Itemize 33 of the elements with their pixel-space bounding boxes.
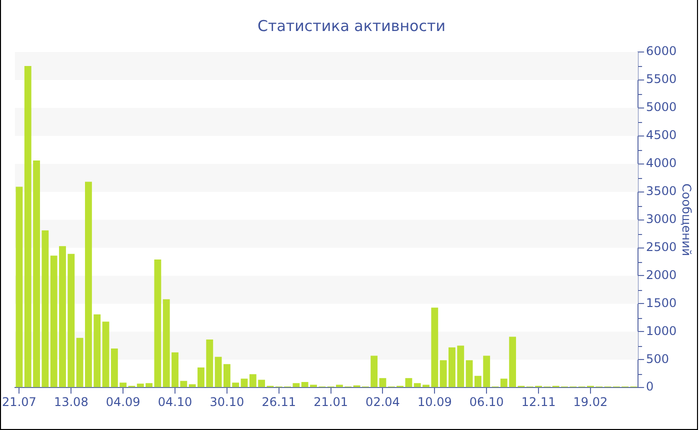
x-tick-label: 21.01 [314,394,348,409]
y-tick-label: 3000 [646,212,677,226]
x-tick-label: 06.10 [469,394,504,409]
y-tick-label: 500 [646,352,669,366]
bar [240,378,248,388]
y-tick-label: 6000 [646,44,677,58]
x-tick-label: 19.02 [573,394,608,409]
y-tick-label: 4500 [646,128,677,142]
y-tick-label: 2500 [646,240,677,254]
y-tick-label: 1500 [646,296,677,310]
y-tick-label: 5500 [646,72,677,86]
y-axis-title: Сообщений [680,184,694,256]
y-tick-label: 4000 [646,156,677,170]
bar [214,356,222,388]
bar [379,378,386,388]
x-tick-label: 30.10 [210,394,244,409]
y-tick-label: 3500 [646,184,677,198]
x-tick-label: 04.09 [106,394,140,409]
x-tick-label: 10.09 [417,394,452,409]
bar [102,322,110,388]
y-tick-label: 1000 [646,324,677,338]
chart-title: Статистика активности [258,16,446,35]
bar [16,186,23,388]
x-tick-label: 12.11 [521,394,556,409]
x-tick-label: 26.11 [262,394,296,409]
y-tick-label: 2000 [646,268,677,282]
x-tick-label: 04.10 [158,394,192,409]
x-tick-label: 02.04 [366,394,400,409]
y-tick-label: 5000 [646,100,677,114]
bar [466,360,473,388]
x-tick-label: 21.07 [2,394,36,409]
y-tick-label: 0 [646,380,654,394]
x-tick-label: 13.08 [54,394,88,409]
